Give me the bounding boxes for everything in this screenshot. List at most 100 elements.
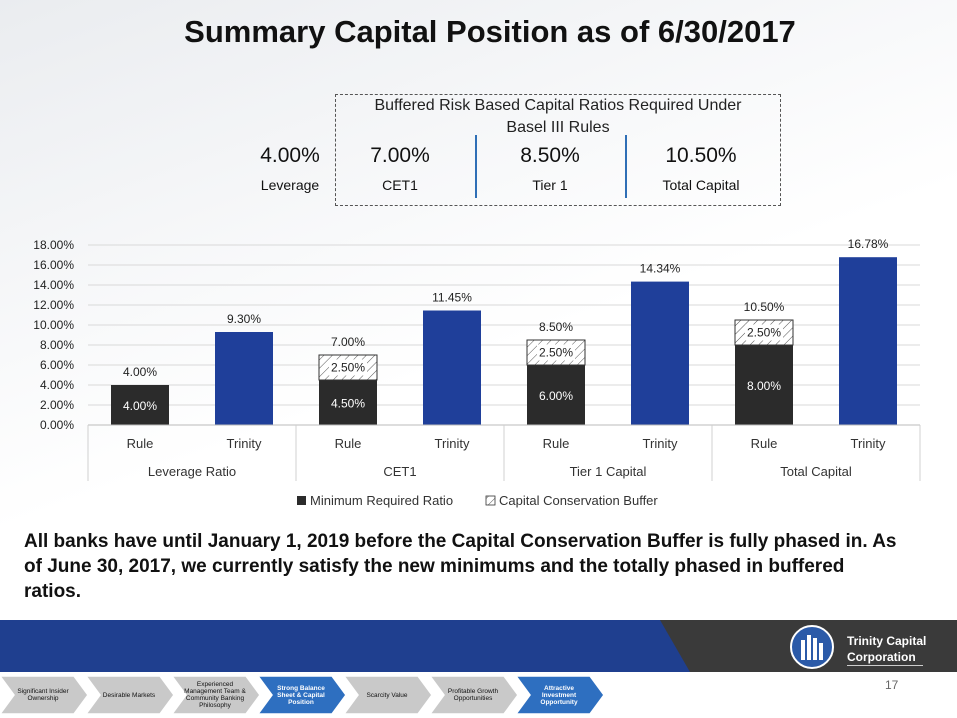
bar-minimum-required bbox=[735, 345, 793, 425]
ratio-tier1-label: Tier 1 bbox=[532, 177, 568, 193]
legend-swatch-buffer bbox=[485, 495, 496, 506]
logo-underline bbox=[847, 665, 923, 666]
x-group-label: Tier 1 Capital bbox=[570, 464, 647, 479]
basel-heading-line1: Buffered Risk Based Capital Ratios Requi… bbox=[374, 97, 742, 114]
legend-label-buffer: Capital Conservation Buffer bbox=[499, 493, 658, 508]
x-group-label: Leverage Ratio bbox=[148, 464, 236, 479]
bars bbox=[111, 257, 897, 425]
data-label-total: 10.50% bbox=[744, 300, 785, 314]
x-tick-label: Trinity bbox=[643, 436, 678, 451]
basel-heading-line2: Basel III Rules bbox=[506, 119, 610, 136]
x-tick-label: Rule bbox=[543, 436, 570, 451]
ratio-leverage: 4.00% Leverage bbox=[250, 143, 330, 193]
background-photo-wash bbox=[0, 0, 957, 620]
data-label-bg bbox=[329, 359, 367, 376]
y-tick-label: 10.00% bbox=[33, 318, 74, 332]
data-label-bg bbox=[537, 344, 575, 361]
y-tick-label: 18.00% bbox=[33, 238, 74, 252]
data-label-total: 11.45% bbox=[432, 291, 472, 305]
basel-heading: Buffered Risk Based Capital Ratios Requi… bbox=[335, 95, 781, 139]
nav-step-arrow[interactable] bbox=[170, 676, 261, 715]
data-label-total: 7.00% bbox=[331, 335, 365, 349]
y-tick-label: 0.00% bbox=[40, 418, 74, 432]
x-group-label: CET1 bbox=[383, 464, 416, 479]
legend-swatch-minimum bbox=[297, 496, 306, 505]
nav-step-label: Desirable Markets bbox=[102, 691, 156, 699]
ratio-tier1: 8.50% Tier 1 bbox=[500, 143, 600, 193]
x-group-label: Total Capital bbox=[780, 464, 852, 479]
legend-label-minimum: Minimum Required Ratio bbox=[310, 493, 453, 508]
ratio-total: 10.50% Total Capital bbox=[648, 143, 754, 193]
nav-step-arrow[interactable] bbox=[256, 676, 347, 715]
y-tick-label: 4.00% bbox=[40, 378, 74, 392]
nav-step-arrow[interactable] bbox=[84, 676, 175, 715]
data-labels: 4.00% 4.00% 9.30% 4.50% 2.50% 7.00% 11.45% 6.00… bbox=[123, 237, 889, 413]
ratio-cet1-label: CET1 bbox=[382, 177, 418, 193]
legend: Minimum Required Ratio Capital Conservati… bbox=[297, 493, 658, 508]
data-label-buffer: 2.50% bbox=[747, 326, 781, 340]
nav-step-arrow[interactable] bbox=[342, 676, 433, 715]
page-number: 17 bbox=[885, 678, 899, 692]
nav-step-label: Attractive Investment Opportunity bbox=[540, 684, 578, 706]
data-label-minimum: 4.00% bbox=[123, 399, 157, 413]
x-tick-label: Trinity bbox=[851, 436, 886, 451]
y-tick-label: 16.00% bbox=[33, 258, 74, 272]
gridlines bbox=[88, 244, 920, 426]
trinity-logo-icon bbox=[790, 625, 834, 669]
nav-step-arrow[interactable] bbox=[428, 676, 519, 715]
bar-trinity bbox=[215, 332, 273, 425]
logo-text-line2: Corporation bbox=[847, 650, 916, 664]
y-tick-label: 2.00% bbox=[40, 398, 74, 412]
nav-step-label: Scarcity Value bbox=[366, 691, 408, 699]
page-title: Summary Capital Position as of 6/30/2017 bbox=[184, 14, 796, 49]
basel-iii-box bbox=[335, 94, 781, 206]
ratio-total-label: Total Capital bbox=[662, 177, 740, 193]
data-label-minimum: 6.00% bbox=[539, 389, 573, 403]
y-tick-label: 14.00% bbox=[33, 278, 74, 292]
axes: 0.00% 2.00% 4.00% 6.00% 8.00% 10.00% 12.00% 14.… bbox=[33, 238, 921, 481]
data-label-total: 16.78% bbox=[848, 237, 889, 251]
bar-minimum-required bbox=[527, 365, 585, 425]
data-label-total: 4.00% bbox=[123, 365, 157, 379]
ratio-cet1: 7.00% CET1 bbox=[355, 143, 445, 193]
ratio-leverage-label: Leverage bbox=[260, 177, 320, 193]
data-label-minimum: 8.00% bbox=[747, 379, 781, 393]
ratio-separator bbox=[625, 135, 627, 198]
bar-trinity bbox=[423, 310, 481, 425]
y-tick-label: 6.00% bbox=[40, 358, 74, 372]
data-label-total: 9.30% bbox=[227, 312, 261, 326]
data-label-buffer: 2.50% bbox=[331, 361, 365, 375]
x-tick-label: Rule bbox=[335, 436, 362, 451]
x-tick-label: Trinity bbox=[227, 436, 262, 451]
x-tick-label: Trinity bbox=[435, 436, 470, 451]
nav-step-label: Significant Insider Ownership bbox=[17, 688, 69, 702]
progress-nav-arrows bbox=[0, 676, 605, 715]
ratio-separator bbox=[475, 135, 477, 198]
x-tick-label: Rule bbox=[751, 436, 778, 451]
y-tick-label: 8.00% bbox=[40, 338, 74, 352]
ratio-tier1-value: 8.50% bbox=[520, 144, 580, 167]
data-label-minimum: 4.50% bbox=[331, 397, 365, 411]
data-label-buffer: 2.50% bbox=[539, 346, 573, 360]
nav-step-arrow[interactable] bbox=[0, 676, 89, 715]
nav-step-label: Profitable Growth Opportunities bbox=[447, 688, 499, 702]
x-tick-label: Rule bbox=[127, 436, 154, 451]
bar-trinity bbox=[839, 257, 897, 425]
ratio-total-value: 10.50% bbox=[665, 144, 737, 167]
nav-step-label: Experienced Management Team & Community … bbox=[184, 681, 246, 709]
data-label-total: 14.34% bbox=[640, 262, 681, 276]
nav-step-arrow[interactable] bbox=[514, 676, 605, 715]
nav-step-label: Strong Balance Sheet & Capital Position bbox=[277, 684, 325, 706]
y-tick-label: 12.00% bbox=[33, 298, 74, 312]
capital-ratio-chart: 4.00% 4.00% 9.30% 4.50% 2.50% 7.00% 11.45% 6.00… bbox=[33, 237, 921, 508]
logo-text: Trinity Capital Corporation bbox=[847, 633, 926, 665]
data-label-bg bbox=[745, 324, 783, 341]
bar-minimum-required bbox=[111, 385, 169, 425]
data-label-total: 8.50% bbox=[539, 320, 573, 334]
ratio-cet1-value: 7.00% bbox=[370, 144, 430, 167]
logo-text-line1: Trinity Capital bbox=[847, 634, 927, 648]
bar-minimum-required bbox=[319, 380, 377, 425]
bar-trinity bbox=[631, 281, 689, 425]
body-text: All banks have until January 1, 2019 bef… bbox=[24, 531, 897, 602]
ratio-leverage-value: 4.00% bbox=[260, 144, 320, 167]
